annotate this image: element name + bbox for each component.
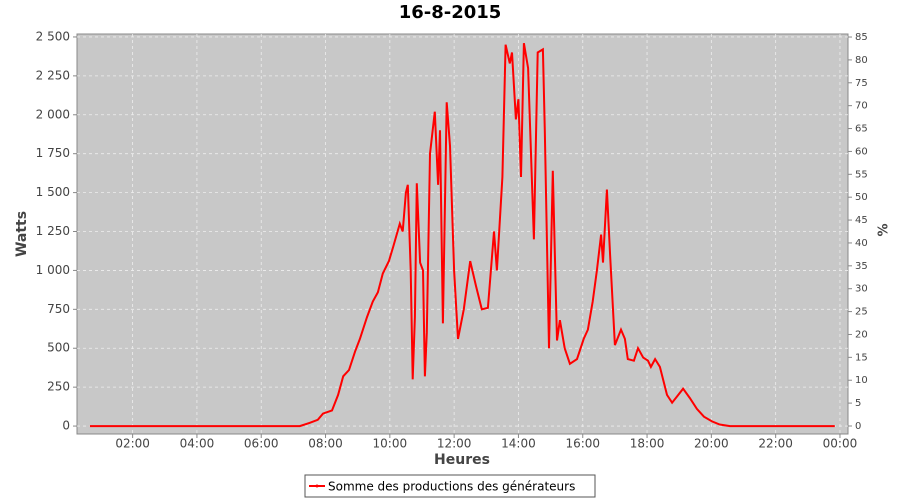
x-tick-label: 04:00	[180, 437, 215, 451]
y2-tick-label: 55	[855, 169, 868, 180]
y-tick-label: 250	[47, 380, 70, 394]
legend-box	[304, 474, 596, 498]
legend-swatch	[315, 484, 319, 488]
x-tick-label: 02:00	[115, 437, 150, 451]
x-tick-label: 10:00	[373, 437, 408, 451]
y2-tick-label: 25	[855, 307, 868, 318]
x-tick-label: 18:00	[630, 437, 665, 451]
x-tick-label: 20:00	[694, 437, 729, 451]
y2-tick-label: 35	[855, 261, 868, 272]
x-axis-label: Heures	[434, 452, 490, 468]
y-tick-label: 2 500	[36, 29, 70, 43]
y-tick-label: 0	[62, 419, 70, 433]
y-tick-label: 1 750	[36, 146, 70, 160]
y-tick-label: 1 250	[36, 224, 70, 238]
y2-tick-label: 20	[855, 329, 868, 340]
series-line	[89, 43, 835, 428]
y2-tick-label: 15	[855, 352, 868, 363]
y2-tick-label: 75	[855, 78, 868, 89]
y-tick-label: 1 000	[36, 263, 70, 277]
y2-tick-label: 50	[855, 192, 868, 203]
y-tick-label: 500	[47, 341, 70, 355]
x-tick-label: 22:00	[758, 437, 793, 451]
x-tick-label: 08:00	[308, 437, 343, 451]
y-tick-label: 2 250	[36, 68, 70, 82]
y2-axis-label: %	[877, 223, 892, 236]
y2-tick-label: 80	[855, 55, 868, 66]
y2-tick-label: 5	[855, 398, 861, 409]
x-tick-label: 14:00	[501, 437, 536, 451]
y2-tick-label: 0	[855, 421, 861, 432]
y2-tick-label: 60	[855, 146, 868, 157]
x-tick-label: 12:00	[437, 437, 472, 451]
plot-area	[76, 33, 849, 435]
y2-tick-label: 70	[855, 101, 868, 112]
y2-tick-label: 45	[855, 215, 868, 226]
y2-tick-label: 30	[855, 284, 868, 295]
y-axis-label: Watts	[14, 211, 30, 257]
y2-tick-label: 85	[855, 32, 868, 43]
y-tick-label: 1 500	[36, 185, 70, 199]
x-tick-label: 16:00	[565, 437, 600, 451]
y2-tick-label: 40	[855, 238, 868, 249]
x-tick-label: 00:00	[823, 437, 858, 451]
x-tick-label: 06:00	[244, 437, 279, 451]
legend-label: Somme des productions des générateurs	[328, 480, 575, 494]
y-tick-label: 2 000	[36, 107, 70, 121]
y2-tick-label: 65	[855, 124, 868, 135]
y2-tick-label: 10	[855, 375, 868, 386]
chart-title: 16-8-2015	[399, 2, 502, 23]
y-tick-label: 750	[47, 302, 70, 316]
